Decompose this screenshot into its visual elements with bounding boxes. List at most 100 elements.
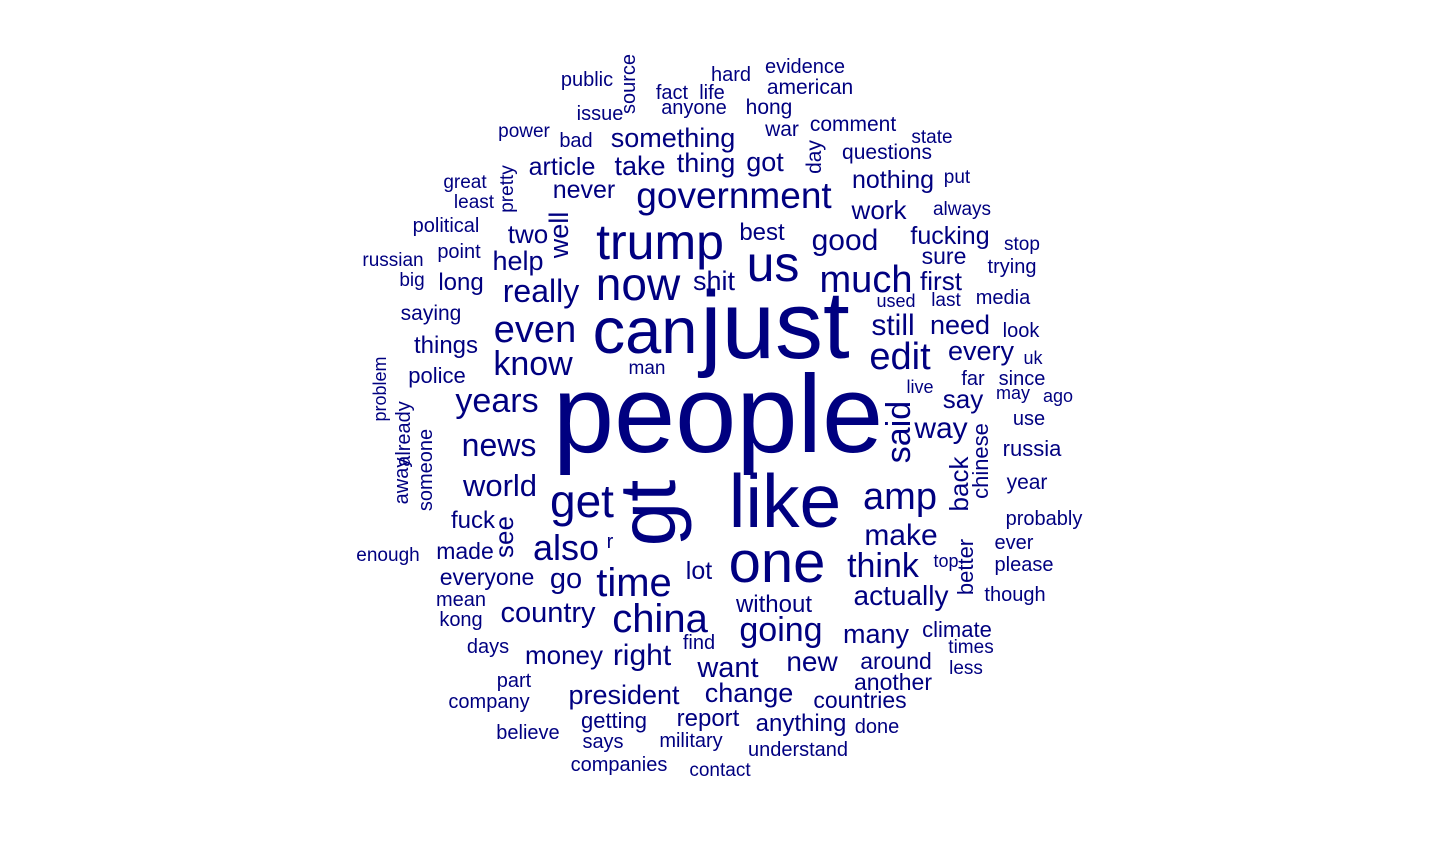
word-part: part [497,670,532,692]
word-companies: companies [571,754,668,776]
word-russian: russian [362,250,423,271]
word-also: also [533,527,599,568]
word-state: state [911,127,952,148]
word-another: another [854,669,932,695]
word-anything: anything [756,710,847,737]
word-problem: problem [370,356,390,421]
word-understand: understand [748,739,848,761]
word-never: never [553,176,616,204]
word-shit: shit [693,266,736,296]
word-anyone: anyone [661,97,727,119]
word-well: well [544,212,574,260]
word-time: time [596,561,672,605]
word-right: right [613,639,672,672]
word-got: got [746,147,784,177]
word-fucking: fucking [910,222,989,250]
word-lot: lot [686,557,712,585]
word-trying: trying [988,256,1037,278]
word-better: better [953,539,978,595]
word-probably: probably [1006,508,1083,530]
word-someone: someone [415,429,437,511]
word-going: going [739,611,822,649]
word-ever: ever [995,532,1034,554]
word-help: help [492,246,543,276]
word-man: man [629,358,666,379]
word-best: best [739,219,785,246]
word-first: first [920,266,963,296]
word-military: military [659,730,722,752]
word-many: many [843,619,910,649]
word-like: like [729,459,842,543]
word-nothing: nothing [852,166,934,194]
word-can: can [593,294,698,367]
word-even: even [494,309,576,351]
word-people: people [553,353,883,476]
word-saying: saying [401,302,462,325]
word-president: president [568,680,680,710]
word-make: make [864,519,937,552]
word-one: one [729,530,826,595]
word-edit: edit [869,336,931,378]
word-last: last [931,290,961,311]
word-evidence: evidence [765,56,845,78]
word-use: use [1013,408,1045,430]
word-money: money [525,640,603,670]
word-think: think [847,547,920,585]
word-stop: stop [1004,234,1040,255]
word-back: back [944,456,974,512]
word-need: need [930,310,990,340]
word-amp: amp [863,476,937,518]
word-said: said [880,401,918,463]
word-times: times [948,637,993,658]
word-every: every [948,336,1015,366]
word-great: great [443,172,487,193]
word-company: company [448,691,529,713]
word-bad: bad [559,130,592,152]
word-gt: gt [603,480,692,547]
word-just: just [697,272,849,379]
word-us: us [747,236,800,292]
word-sure: sure [922,243,967,269]
word-see: see [489,516,519,558]
word-hard: hard [711,64,751,86]
word-article: article [529,153,596,181]
word-may: may [996,383,1030,403]
word-really: really [503,273,579,309]
word-pretty: pretty [497,165,518,213]
word-country: country [500,597,596,629]
word-find: find [683,632,715,654]
word-want: want [696,652,758,684]
word-two: two [508,219,548,249]
word-live: live [906,377,933,397]
word-public: public [561,69,613,91]
word-get: get [550,475,614,527]
word-fuck: fuck [451,507,496,534]
word-kong: kong [439,609,482,631]
word-long: long [438,269,483,296]
word-enough: enough [356,545,419,566]
word-something: something [611,123,736,153]
word-actually: actually [854,580,949,611]
word-source: source [618,54,640,114]
word-less: less [949,658,983,679]
word-please: please [995,554,1054,576]
word-point: point [437,241,481,263]
word-r: r [607,531,614,553]
word-questions: questions [842,141,932,164]
word-media: media [976,287,1031,309]
word-ago: ago [1043,386,1073,406]
word-everyone: everyone [440,564,535,590]
word-say: say [943,384,983,414]
word-trump: trump [596,214,724,270]
word-russia: russia [1003,436,1062,461]
word-made: made [436,538,494,564]
word-new: new [786,646,838,677]
word-still: still [871,309,914,342]
word-says: says [582,731,623,753]
word-since: since [999,368,1046,390]
word-years: years [455,382,538,420]
word-power: power [498,121,550,142]
word-police: police [408,363,465,388]
